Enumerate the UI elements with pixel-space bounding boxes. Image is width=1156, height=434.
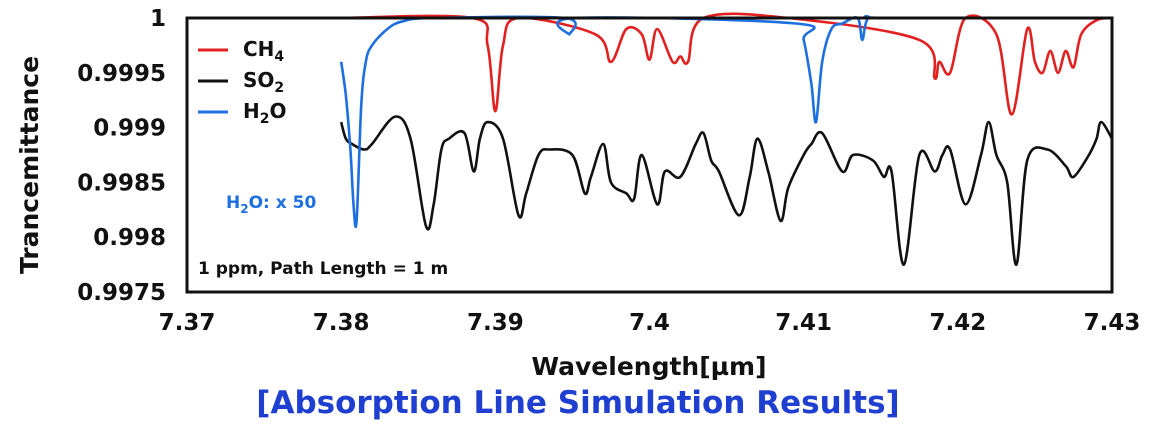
y-tick-label: 0.999: [93, 116, 166, 142]
legend-label: CH4: [243, 37, 284, 65]
y-tick-label: 0.998: [93, 225, 166, 251]
y-tick-label: 0.9995: [77, 61, 166, 87]
y-tick-label: 0.9975: [77, 280, 166, 306]
legend-label: H2O: [243, 99, 287, 127]
x-tick-label: 7.38: [313, 310, 370, 336]
x-tick-label: 7.4: [629, 310, 670, 336]
series-lines: [341, 14, 1112, 265]
x-tick-label: 7.37: [159, 310, 216, 336]
x-tick-label: 7.39: [467, 310, 524, 336]
y-axis-title: Trancemittance: [15, 56, 44, 274]
legend-label: SO2: [243, 68, 284, 96]
absorption-chart: Trancemittance 1 0.9995 0.999 0.9985 0.998 0.…: [0, 0, 1156, 380]
conditions-annotation: 1 ppm, Path Length = 1 m: [198, 259, 448, 279]
chart-caption: [Absorption Line Simulation Results]: [0, 385, 1156, 421]
x-tick-labels: 7.37 7.38 7.39 7.4 7.41 7.42 7.43: [159, 310, 1141, 336]
y-tick-label: 0.9985: [77, 170, 166, 196]
series-line-h2o: [341, 16, 1112, 226]
series-line-so2: [341, 116, 1112, 264]
legend: CH4 SO2 H2O: [198, 37, 287, 127]
y-tick-labels: 1 0.9995 0.999 0.9985 0.998 0.9975: [77, 6, 166, 306]
x-tick-label: 7.42: [929, 310, 986, 336]
x-tick-label: 7.43: [1084, 310, 1141, 336]
x-tick-label: 7.41: [775, 310, 832, 336]
y-tick-label: 1: [150, 6, 166, 32]
x-axis-title: Wavelength[µm]: [531, 352, 766, 380]
series-line-ch4: [341, 14, 1112, 115]
h2o-scale-annotation: H2O: x 50: [226, 193, 316, 216]
